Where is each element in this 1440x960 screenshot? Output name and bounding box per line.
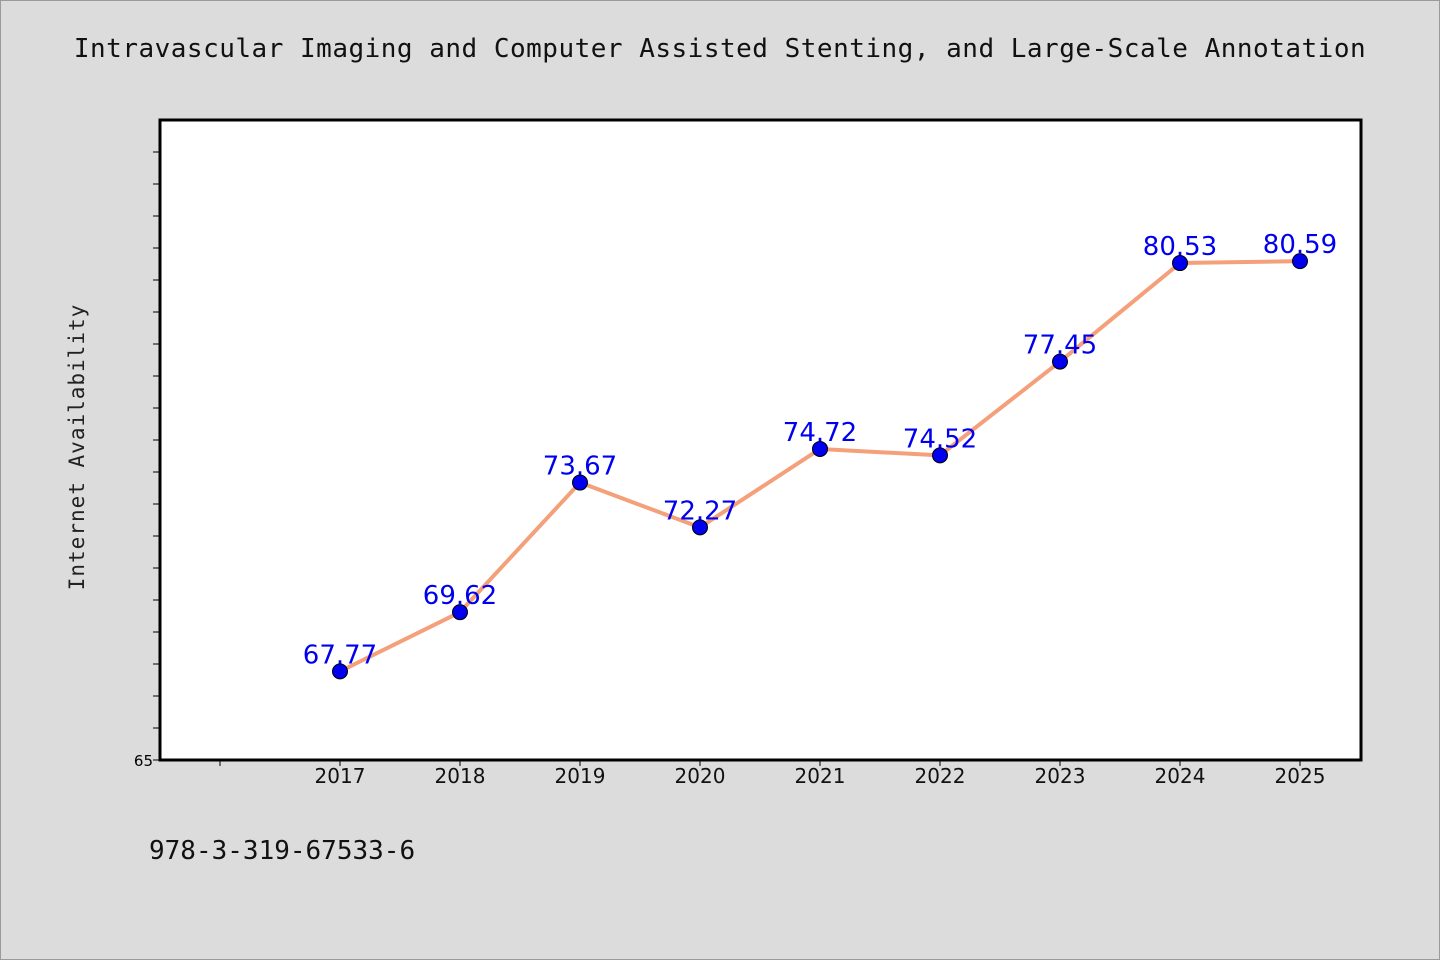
data-label: 80.59	[1263, 230, 1337, 260]
data-point	[932, 447, 948, 464]
data-label: 80.53	[1143, 232, 1217, 262]
x-axis-ticks: 2017 2018 2019 2020 2021 2022 2023 2024 2025	[219, 760, 1326, 788]
x-tick-label: 2019	[555, 764, 606, 788]
x-tick-label: 2021	[795, 764, 846, 788]
x-tick-label: 2024	[1155, 764, 1206, 788]
footer-isbn: 978-3-319-67533-6	[149, 836, 416, 866]
data-point	[692, 519, 708, 536]
data-label: 69.62	[423, 581, 497, 611]
chart-title: Intravascular Imaging and Computer Assis…	[73, 34, 1367, 64]
y-axis-ticks: 65	[134, 151, 160, 770]
data-point	[572, 474, 588, 491]
x-tick-label: 2018	[435, 764, 486, 788]
x-tick-label: 2020	[675, 764, 726, 788]
data-label: 77.45	[1023, 331, 1097, 361]
x-tick-label: 2025	[1275, 764, 1326, 788]
x-tick-label: 2022	[915, 764, 966, 788]
data-label: 74.72	[783, 418, 857, 448]
data-point	[1172, 255, 1188, 272]
x-tick-label: 2017	[315, 764, 366, 788]
data-point	[1292, 253, 1308, 270]
y-tick-label: 65	[134, 752, 153, 770]
data-point	[332, 663, 348, 680]
data-label: 72.27	[663, 496, 737, 526]
data-point	[812, 440, 828, 457]
x-tick-label: 2023	[1035, 764, 1086, 788]
data-label: 74.52	[903, 424, 977, 454]
plot-area	[158, 118, 1363, 762]
data-label: 67.77	[303, 640, 377, 670]
data-point	[1052, 353, 1068, 370]
data-label: 73.67	[543, 452, 617, 482]
series-layer: 67.77 69.62 73.67 72.27 74.72 74.52 77.45 80.53…	[303, 230, 1337, 680]
data-point	[452, 604, 468, 621]
